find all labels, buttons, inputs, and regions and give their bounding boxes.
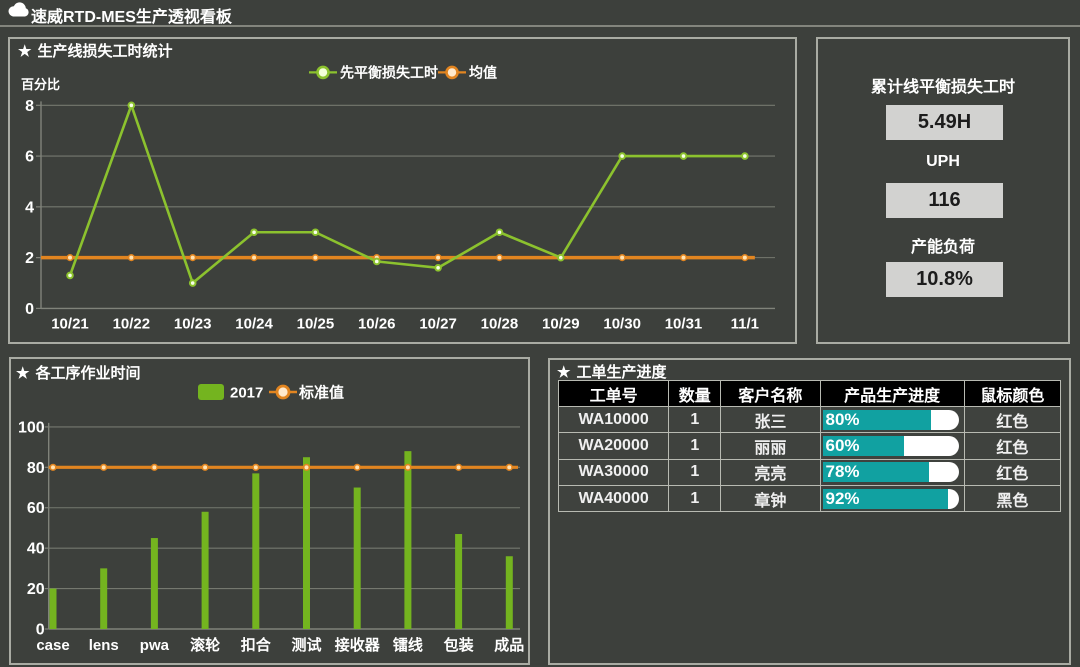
- svg-text:10/31: 10/31: [665, 315, 703, 332]
- svg-text:10/30: 10/30: [603, 315, 641, 332]
- svg-text:滚轮: 滚轮: [190, 636, 220, 654]
- svg-text:10/27: 10/27: [419, 315, 457, 332]
- svg-text:先平衡损失工时: 先平衡损失工时: [340, 64, 438, 80]
- svg-text:镭线: 镭线: [393, 636, 423, 654]
- svg-text:10/23: 10/23: [174, 315, 212, 332]
- svg-text:pwa: pwa: [140, 637, 170, 654]
- svg-text:测试: 测试: [291, 636, 321, 654]
- svg-text:case: case: [36, 637, 69, 654]
- svg-text:成品: 成品: [494, 636, 524, 654]
- svg-text:20: 20: [27, 581, 45, 598]
- svg-text:标准值: 标准值: [298, 384, 344, 402]
- svg-text:10/22: 10/22: [113, 315, 151, 332]
- svg-text:100: 100: [18, 419, 45, 436]
- svg-text:4: 4: [25, 199, 34, 216]
- svg-text:均值: 均值: [469, 64, 497, 80]
- svg-text:11/1: 11/1: [731, 315, 759, 332]
- svg-text:10/21: 10/21: [51, 315, 89, 332]
- svg-text:10/26: 10/26: [358, 315, 396, 332]
- svg-text:2: 2: [25, 250, 34, 267]
- svg-text:8: 8: [25, 98, 34, 115]
- svg-text:6: 6: [25, 149, 34, 166]
- svg-text:10/24: 10/24: [235, 315, 273, 332]
- svg-text:2017: 2017: [230, 385, 263, 402]
- svg-text:lens: lens: [89, 637, 119, 654]
- svg-text:包装: 包装: [444, 636, 475, 654]
- svg-text:扣合: 扣合: [241, 636, 272, 654]
- svg-text:60: 60: [27, 500, 45, 517]
- svg-text:80: 80: [27, 460, 45, 477]
- svg-text:10/28: 10/28: [481, 315, 519, 332]
- svg-text:接收器: 接收器: [335, 636, 381, 654]
- svg-text:0: 0: [25, 301, 34, 318]
- svg-text:百分比: 百分比: [21, 77, 60, 92]
- svg-text:0: 0: [36, 622, 45, 639]
- svg-text:40: 40: [27, 541, 45, 558]
- svg-text:10/25: 10/25: [297, 315, 335, 332]
- svg-text:10/29: 10/29: [542, 315, 580, 332]
